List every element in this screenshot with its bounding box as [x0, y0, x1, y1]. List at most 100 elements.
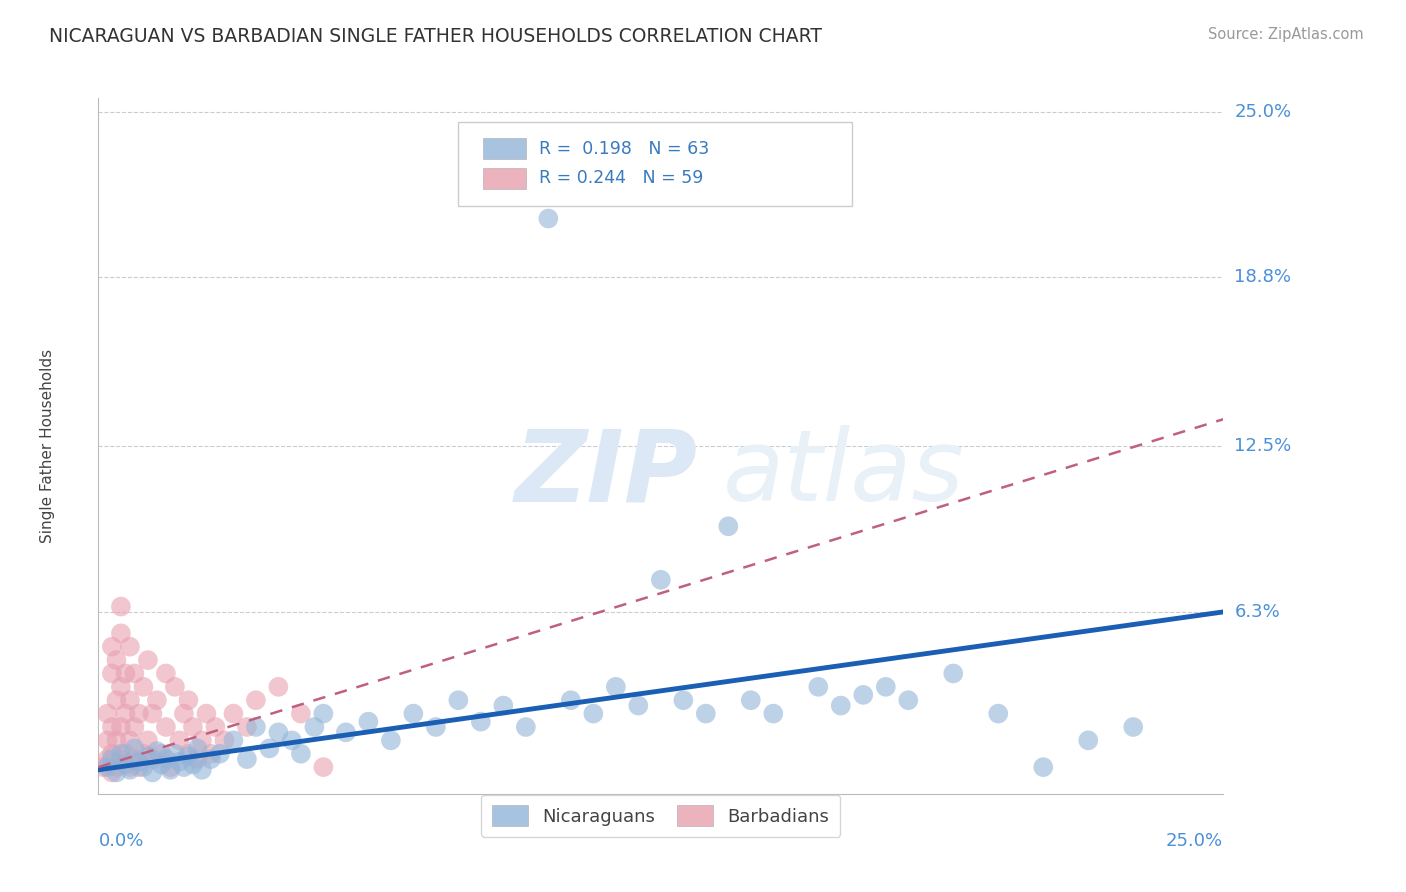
Text: 18.8%: 18.8%	[1234, 268, 1291, 286]
Point	[96, 760, 118, 774]
Point	[105, 693, 128, 707]
Point	[492, 698, 515, 713]
Point	[537, 211, 560, 226]
FancyBboxPatch shape	[458, 122, 852, 206]
Point	[155, 720, 177, 734]
Bar	[484, 168, 526, 188]
Point	[118, 733, 141, 747]
Point	[245, 693, 267, 707]
Point	[177, 693, 200, 707]
Point	[105, 765, 128, 780]
Point	[425, 720, 447, 734]
Point	[150, 757, 173, 772]
Point	[110, 599, 132, 614]
Point	[155, 752, 177, 766]
Point	[222, 706, 245, 721]
Text: ZIP: ZIP	[515, 425, 697, 523]
Text: Source: ZipAtlas.com: Source: ZipAtlas.com	[1208, 27, 1364, 42]
Point	[128, 706, 150, 721]
Point	[191, 733, 214, 747]
Point	[650, 573, 672, 587]
Point	[740, 693, 762, 707]
Point	[101, 666, 124, 681]
Point	[830, 698, 852, 713]
Point	[470, 714, 492, 729]
Point	[159, 763, 181, 777]
Point	[214, 733, 236, 747]
Point	[186, 741, 208, 756]
Point	[267, 680, 290, 694]
Point	[1032, 760, 1054, 774]
Point	[987, 706, 1010, 721]
Point	[304, 720, 326, 734]
Point	[110, 752, 132, 766]
Point	[136, 733, 159, 747]
Legend: Nicaraguans, Barbadians: Nicaraguans, Barbadians	[481, 795, 841, 837]
Point	[875, 680, 897, 694]
Point	[114, 747, 136, 761]
Point	[290, 747, 312, 761]
Point	[181, 720, 204, 734]
Point	[695, 706, 717, 721]
Point	[118, 693, 141, 707]
Point	[146, 744, 169, 758]
Point	[173, 706, 195, 721]
Point	[236, 752, 259, 766]
Point	[236, 720, 259, 734]
Point	[582, 706, 605, 721]
Point	[146, 693, 169, 707]
Point	[942, 666, 965, 681]
Point	[447, 693, 470, 707]
Point	[195, 706, 218, 721]
Point	[136, 749, 159, 764]
Point	[101, 720, 124, 734]
Point	[128, 755, 150, 769]
Point	[169, 733, 191, 747]
Point	[128, 760, 150, 774]
Point	[105, 733, 128, 747]
Point	[118, 763, 141, 777]
Point	[191, 763, 214, 777]
Point	[852, 688, 875, 702]
Point	[672, 693, 695, 707]
Point	[560, 693, 582, 707]
Point	[105, 760, 128, 774]
Text: 0.0%: 0.0%	[98, 832, 143, 850]
Point	[200, 752, 222, 766]
Point	[91, 760, 114, 774]
Point	[605, 680, 627, 694]
Point	[118, 640, 141, 654]
Text: R = 0.244   N = 59: R = 0.244 N = 59	[540, 169, 704, 187]
Point	[204, 720, 226, 734]
Text: NICARAGUAN VS BARBADIAN SINGLE FATHER HOUSEHOLDS CORRELATION CHART: NICARAGUAN VS BARBADIAN SINGLE FATHER HO…	[49, 27, 823, 45]
Point	[515, 720, 537, 734]
Point	[110, 720, 132, 734]
Point	[807, 680, 830, 694]
Point	[1122, 720, 1144, 734]
Point	[163, 747, 186, 761]
Point	[163, 680, 186, 694]
Point	[101, 747, 124, 761]
Text: 6.3%: 6.3%	[1234, 603, 1279, 621]
Point	[208, 747, 231, 761]
Point	[101, 640, 124, 654]
Point	[290, 706, 312, 721]
Point	[762, 706, 785, 721]
Point	[110, 680, 132, 694]
Point	[96, 706, 118, 721]
Point	[132, 760, 155, 774]
Point	[96, 752, 118, 766]
Point	[312, 760, 335, 774]
Point	[267, 725, 290, 739]
Point	[181, 757, 204, 772]
Point	[136, 653, 159, 667]
Point	[124, 752, 146, 766]
Text: 12.5%: 12.5%	[1234, 437, 1292, 455]
Point	[114, 757, 136, 772]
Point	[177, 747, 200, 761]
Point	[245, 720, 267, 734]
Point	[132, 747, 155, 761]
Point	[141, 765, 163, 780]
Point	[96, 733, 118, 747]
Text: 25.0%: 25.0%	[1166, 832, 1223, 850]
